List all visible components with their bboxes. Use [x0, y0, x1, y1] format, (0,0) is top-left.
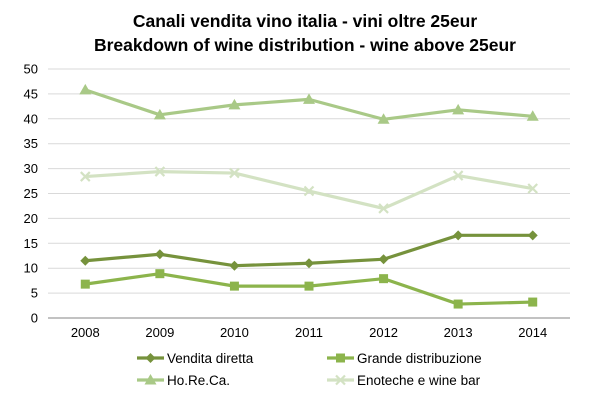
series-group — [79, 83, 539, 309]
y-tick-label: 25 — [24, 186, 38, 201]
y-tick-label: 10 — [24, 261, 38, 276]
data-point — [303, 93, 315, 104]
data-point — [528, 297, 538, 307]
data-point — [154, 166, 166, 177]
data-point — [229, 281, 239, 291]
data-point — [526, 110, 539, 121]
data-point — [527, 230, 538, 241]
legend-marker — [144, 374, 157, 385]
data-point — [79, 83, 92, 95]
legend-marker — [145, 353, 156, 363]
x-tick-label: 2012 — [369, 325, 398, 340]
legend-item: Enoteche e wine bar — [327, 373, 481, 388]
data-point — [155, 269, 165, 279]
legend-item: Ho.Re.Ca. — [137, 373, 230, 388]
data-point — [229, 260, 240, 271]
chart-subtitle: Breakdown of wine distribution - wine ab… — [94, 35, 516, 55]
data-point — [452, 103, 465, 115]
y-tick-label: 0 — [31, 311, 38, 326]
x-tick-label: 2013 — [444, 325, 473, 340]
data-point — [378, 203, 389, 214]
gridlines — [48, 68, 570, 319]
data-point — [154, 249, 165, 260]
y-tick-label: 50 — [24, 62, 38, 77]
legend-label: Grande distribuzione — [357, 351, 482, 366]
data-point — [303, 185, 315, 197]
x-tick-label: 2008 — [71, 325, 100, 340]
data-point — [527, 183, 538, 194]
data-point — [453, 299, 463, 309]
data-point — [80, 171, 91, 182]
y-tick-label: 5 — [31, 286, 38, 301]
data-point — [228, 98, 241, 110]
data-point — [378, 254, 389, 265]
chart-title: Canali vendita vino italia - vini oltre … — [133, 11, 477, 31]
series-1 — [80, 230, 538, 271]
data-point — [453, 230, 464, 241]
series-3 — [79, 83, 539, 124]
data-point — [304, 258, 314, 269]
y-tick-label: 40 — [24, 111, 38, 126]
data-point — [452, 170, 464, 181]
legend-item: Vendita diretta — [137, 351, 254, 366]
y-axis-ticks: 0 5 10 15 20 25 30 35 40 45 50 — [24, 62, 38, 326]
data-point — [229, 167, 240, 179]
series-4 — [80, 166, 538, 214]
legend-marker — [336, 353, 345, 363]
x-tick-label: 2011 — [295, 325, 323, 340]
data-point — [304, 281, 314, 291]
legend-label: Vendita diretta — [167, 351, 254, 366]
x-tick-label: 2009 — [145, 325, 174, 340]
y-tick-label: 45 — [24, 86, 38, 101]
data-point — [80, 255, 91, 266]
x-axis-ticks: 2008 2009 2010 2011 2012 2013 2014 — [71, 325, 547, 340]
data-point — [379, 274, 389, 284]
legend-label: Enoteche e wine bar — [357, 373, 481, 388]
legend-item: Grande distribuzione — [327, 351, 482, 366]
legend: Vendita diretta Grande distribuzione Ho.Re… — [137, 351, 482, 388]
y-tick-label: 35 — [24, 136, 38, 151]
data-point — [80, 279, 90, 289]
legend-label: Ho.Re.Ca. — [167, 373, 230, 388]
legend-marker — [335, 374, 346, 386]
y-tick-label: 20 — [24, 211, 38, 226]
x-tick-label: 2014 — [518, 325, 547, 340]
series-2 — [80, 269, 538, 309]
x-tick-label: 2010 — [220, 325, 249, 340]
data-point — [153, 108, 166, 120]
data-point — [377, 113, 390, 124]
y-tick-label: 15 — [24, 236, 38, 251]
y-tick-label: 30 — [24, 161, 38, 176]
